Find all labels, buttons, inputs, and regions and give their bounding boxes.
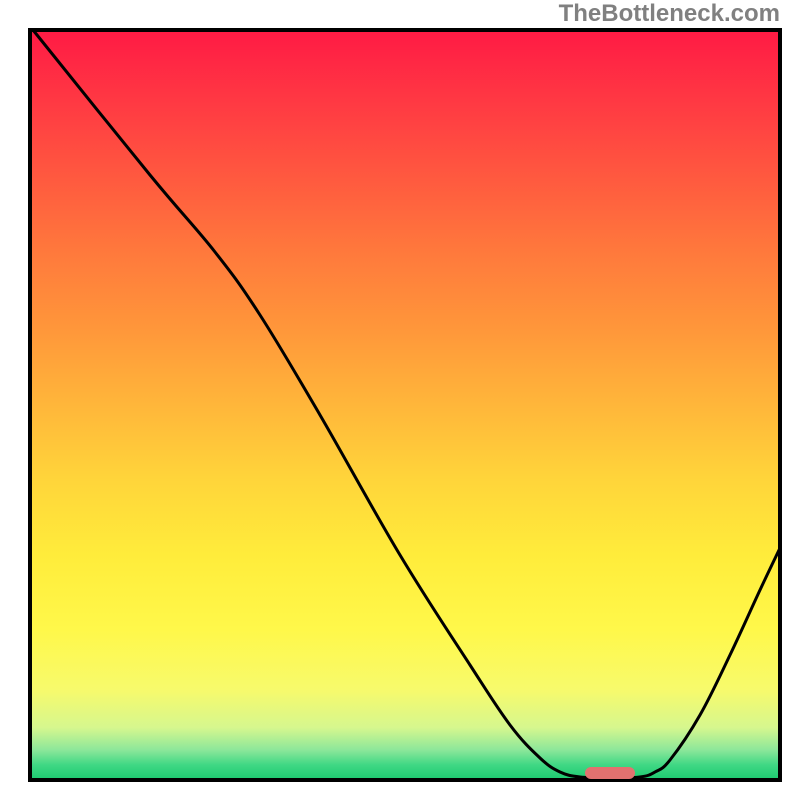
watermark-text: TheBottleneck.com [559, 0, 780, 28]
gradient-background [30, 30, 780, 780]
optimal-marker [585, 767, 635, 779]
bottleneck-chart [0, 0, 800, 800]
